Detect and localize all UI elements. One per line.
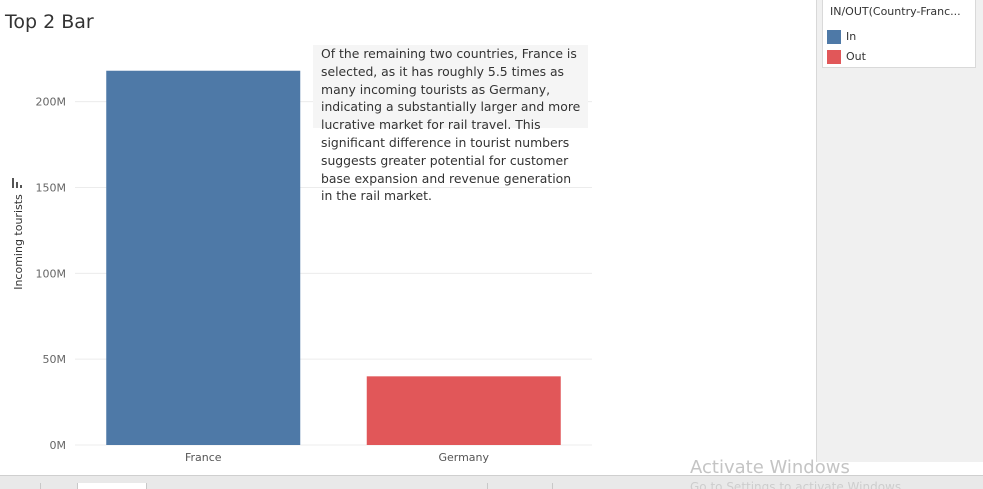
legend-label-out: Out xyxy=(846,50,866,63)
x-category-label: Germany xyxy=(438,451,489,464)
panel-divider xyxy=(816,0,817,462)
sheet-tab[interactable] xyxy=(487,483,552,489)
sort-icon[interactable] xyxy=(12,178,24,188)
y-tick-label: 150M xyxy=(36,181,67,194)
y-tick-label: 0M xyxy=(50,439,67,452)
bar-chart[interactable]: 0M 50M 100M 150M 200M France Germany Incoming… xyxy=(0,0,816,475)
x-category-label: France xyxy=(185,451,222,464)
sheet-tab[interactable] xyxy=(146,483,487,489)
side-panel xyxy=(817,0,983,462)
annotation-box[interactable] xyxy=(313,45,588,128)
legend-swatch-out xyxy=(827,50,841,64)
y-axis-title[interactable]: Incoming tourists xyxy=(12,194,25,290)
annotation-text: Of the remaining two countries, France i… xyxy=(321,46,581,204)
y-tick-label: 100M xyxy=(36,267,67,280)
activation-watermark-subtitle: Go to Settings to activate Windows. xyxy=(690,480,905,489)
activation-watermark-title: Activate Windows xyxy=(690,457,850,478)
bars[interactable] xyxy=(106,70,561,446)
y-tick-label: 50M xyxy=(43,353,67,366)
y-tick-label: 200M xyxy=(36,96,67,109)
legend-swatch-in xyxy=(827,30,841,44)
bar-france[interactable] xyxy=(106,70,301,446)
sheet-tab-active[interactable] xyxy=(77,483,147,489)
y-axis-ticks: 0M 50M 100M 150M 200M xyxy=(36,96,67,452)
bar-germany[interactable] xyxy=(366,376,561,445)
sheet-tab[interactable] xyxy=(40,483,77,489)
x-axis-labels: France Germany xyxy=(185,451,490,464)
sheet-tab-bar xyxy=(0,475,983,489)
sheet-tab[interactable] xyxy=(552,483,635,489)
legend-title[interactable]: IN/OUT(Country-Franc... xyxy=(830,5,961,18)
sheet-title: Top 2 Bar xyxy=(5,11,94,33)
legend-label-in: In xyxy=(846,30,857,43)
legend[interactable] xyxy=(822,0,976,68)
